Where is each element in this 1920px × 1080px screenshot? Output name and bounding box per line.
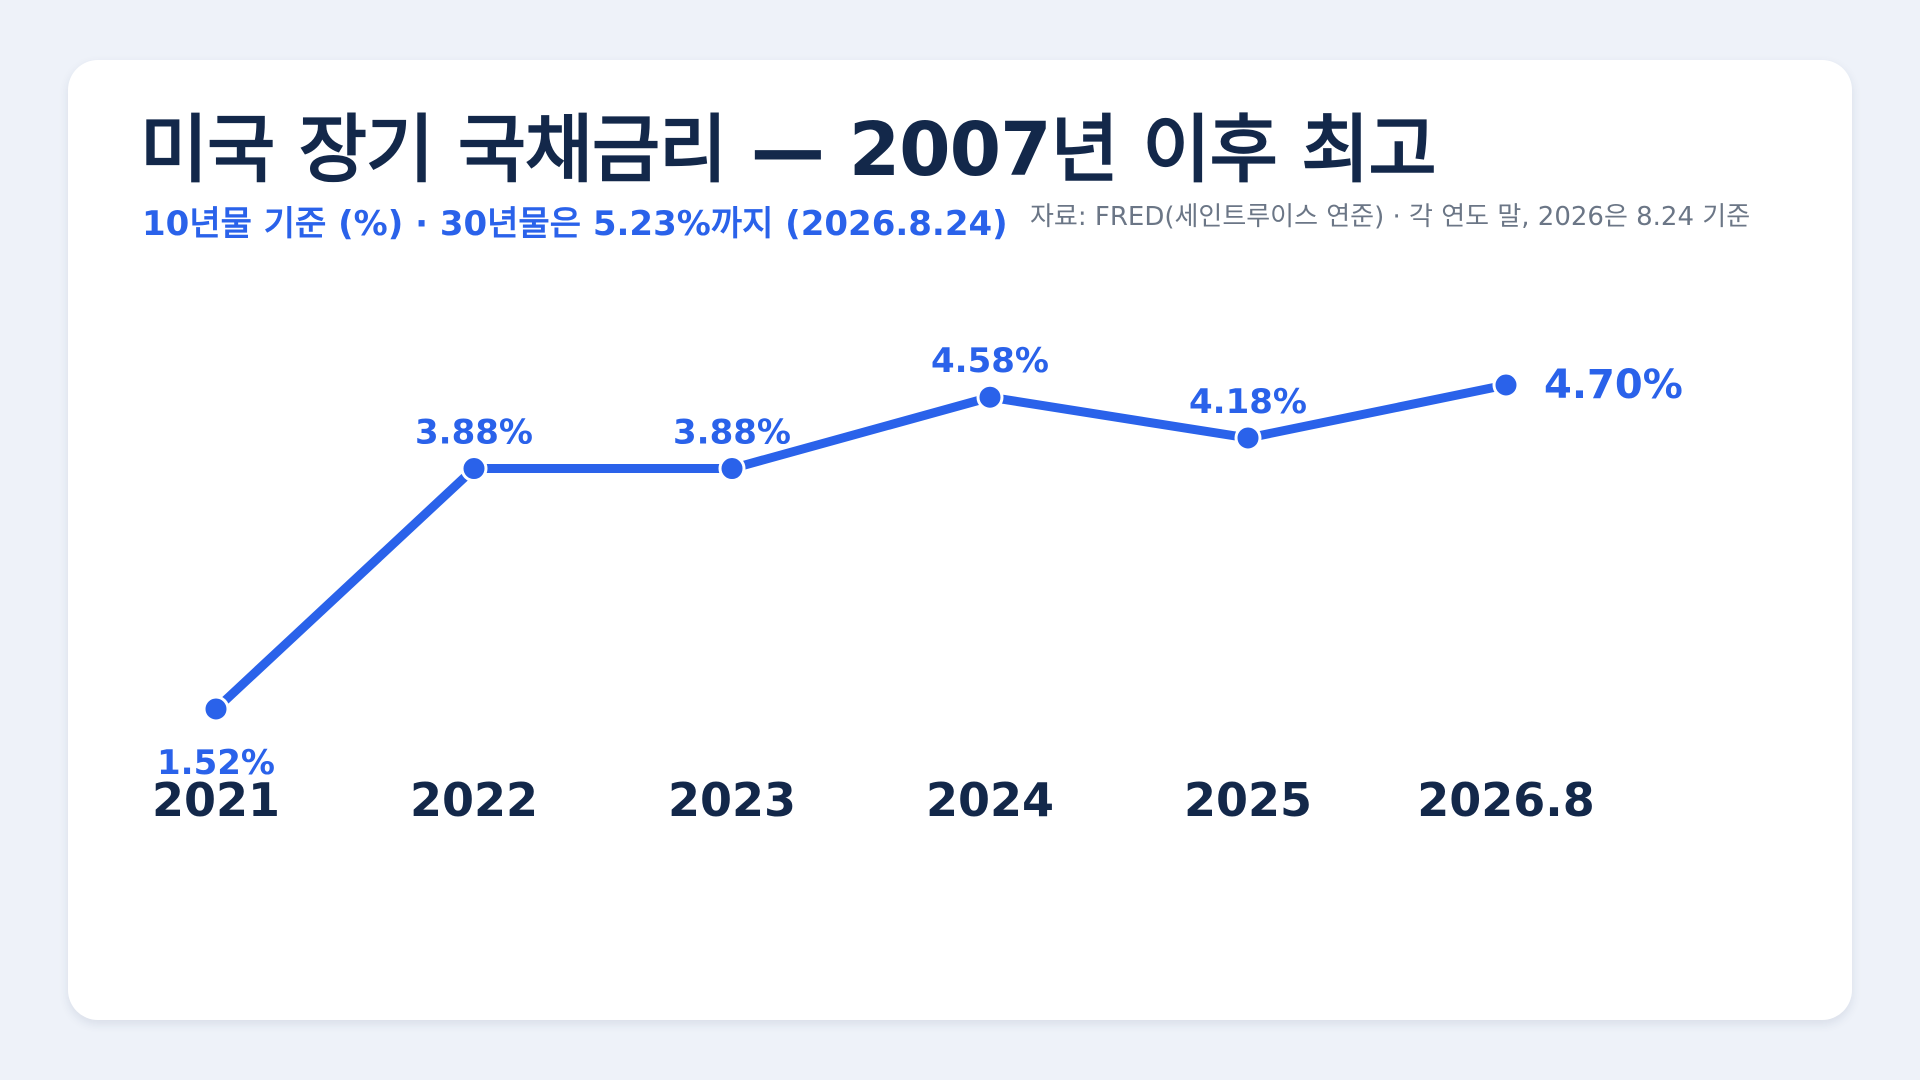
data-point-2021 (202, 695, 230, 723)
x-axis-labels: 2021 2022 2023 2024 2025 2026.8 (152, 773, 1595, 827)
chart-title: 미국 장기 국채금리 — 2007년 이후 최고 (140, 107, 1437, 193)
value-label-2026.8: 4.70% (1544, 362, 1683, 408)
x-tick-2023: 2023 (668, 773, 796, 827)
x-tick-2024: 2024 (926, 773, 1054, 827)
x-tick-2022: 2022 (410, 773, 538, 827)
data-points (202, 371, 1520, 723)
value-label-2025: 4.18% (1189, 382, 1307, 422)
value-label-2022: 3.88% (415, 413, 533, 453)
value-label-2023: 3.88% (673, 413, 791, 453)
chart-subtitle: 10년물 기준 (%) · 30년물은 5.23%까지 (2026.8.24) (142, 204, 1008, 244)
x-tick-2026.8: 2026.8 (1417, 773, 1595, 827)
value-label-2021: 1.52% (157, 743, 275, 783)
source-note: 자료: FRED(세인트루이스 연준) · 각 연도 말, 2026은 8.24… (1030, 202, 1751, 232)
data-point-2026.8 (1492, 371, 1520, 399)
chart-card: 미국 장기 국채금리 — 2007년 이후 최고 10년물 기준 (%) · 3… (68, 60, 1852, 1020)
data-point-2025 (1234, 424, 1262, 452)
data-point-2023 (718, 455, 746, 483)
value-label-2024: 4.58% (931, 341, 1049, 381)
data-point-2024 (976, 383, 1004, 411)
x-tick-2021: 2021 (152, 773, 280, 827)
data-point-2022 (460, 455, 488, 483)
value-labels: 1.52% 3.88% 3.88% 4.58% 4.18% 4.70% (157, 341, 1683, 783)
series-line (211, 380, 1511, 714)
line-chart: 1.52%3.88% 3.88%4.58%4.18% 4.70% 2021 2022 2… (152, 341, 1683, 827)
x-tick-2025: 2025 (1184, 773, 1312, 827)
